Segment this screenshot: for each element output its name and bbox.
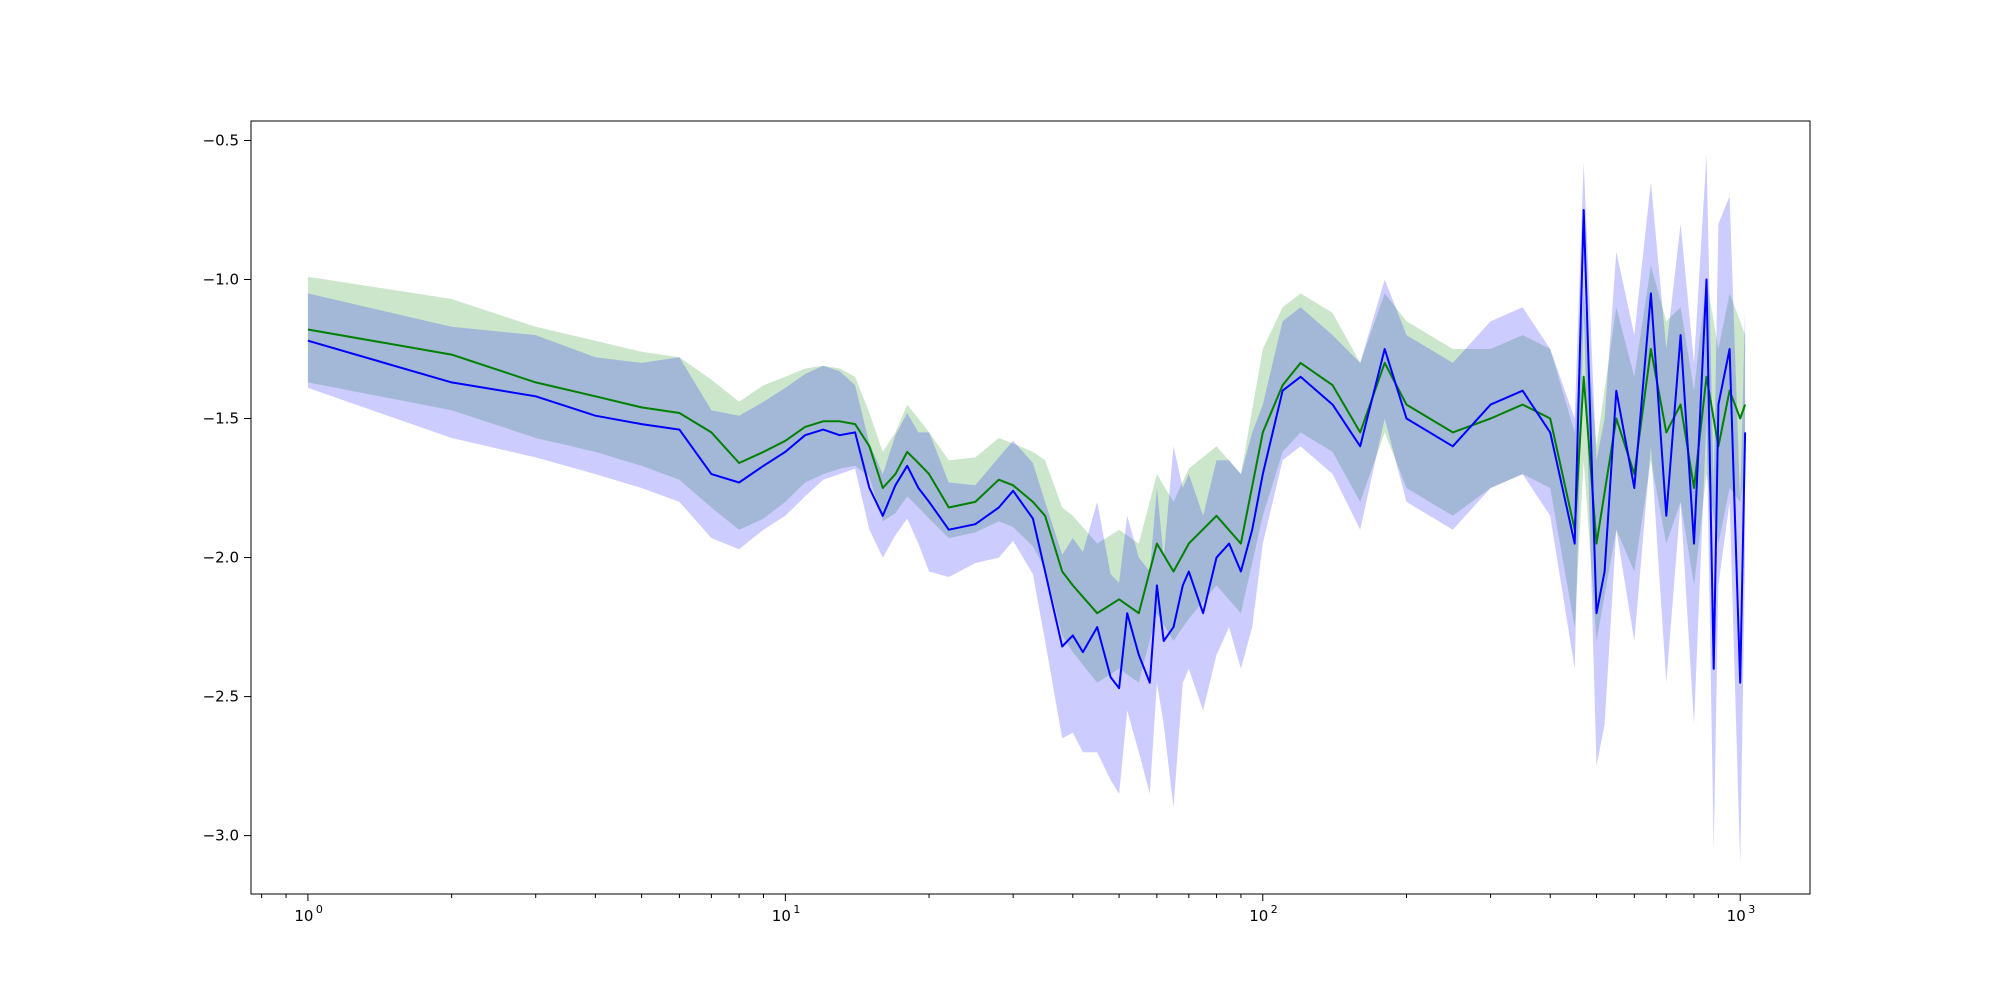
series-0-line [307,328,1747,615]
y-tick-label: −2.5 [203,688,239,706]
series-1-line [307,209,1747,690]
series-lines [307,209,1747,690]
x-axis: 10 0 10 1 10 2 10 3 [261,894,1755,925]
x-tick-exponent: 0 [316,903,323,916]
x-tick-label: 10 [1249,907,1268,925]
y-tick-label: −3.0 [203,827,239,845]
y-tick-label: −1.0 [203,270,239,288]
x-tick-label: 10 [772,907,791,925]
x-tick-exponent: 1 [793,903,800,916]
y-tick-label: −0.5 [203,131,239,149]
plot-frame [250,120,1811,895]
y-axis: −0.5 −1.0 −1.5 −2.0 −2.5 −3.0 [203,131,251,845]
series-0-band [307,265,1746,683]
x-tick-exponent: 2 [1271,903,1278,916]
x-tick-label: 10 [294,907,313,925]
y-tick-label: −2.0 [203,549,239,567]
y-tick-label: −1.5 [203,410,239,428]
x-tick-exponent: 3 [1748,903,1755,916]
x-tick-label: 10 [1727,907,1746,925]
